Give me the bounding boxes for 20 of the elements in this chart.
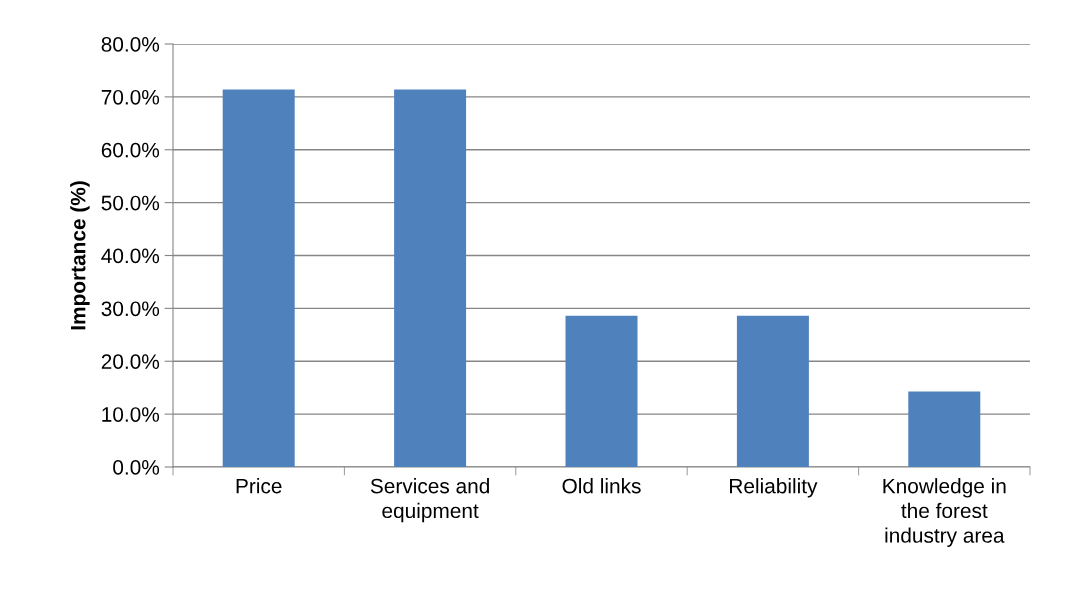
bar xyxy=(736,315,809,467)
bar xyxy=(908,391,981,467)
y-axis-title: Importance (%) xyxy=(70,181,90,330)
y-tick-label: 0.0% xyxy=(113,460,160,475)
x-tick-label: Old links xyxy=(562,478,641,494)
y-tick-label: 10.0% xyxy=(102,407,160,422)
y-tick-label: 30.0% xyxy=(101,301,160,317)
y-tick-label: 40.0% xyxy=(101,248,160,264)
bar xyxy=(394,89,467,467)
bar xyxy=(565,315,638,467)
x-tick-label: Price xyxy=(236,478,282,494)
y-tick-label: 20.0% xyxy=(101,354,160,369)
x-tick-label: Knowledge in the forest industry area xyxy=(883,478,1006,547)
y-tick-label: 80.0% xyxy=(101,37,160,52)
x-tick-label: Services and equipment xyxy=(370,478,489,523)
x-tick-label: Reliability xyxy=(730,478,818,498)
y-tick-label: 60.0% xyxy=(101,142,160,158)
bar xyxy=(222,89,295,467)
y-tick-label: 50.0% xyxy=(101,195,160,211)
y-tick-label: 70.0% xyxy=(101,89,160,105)
